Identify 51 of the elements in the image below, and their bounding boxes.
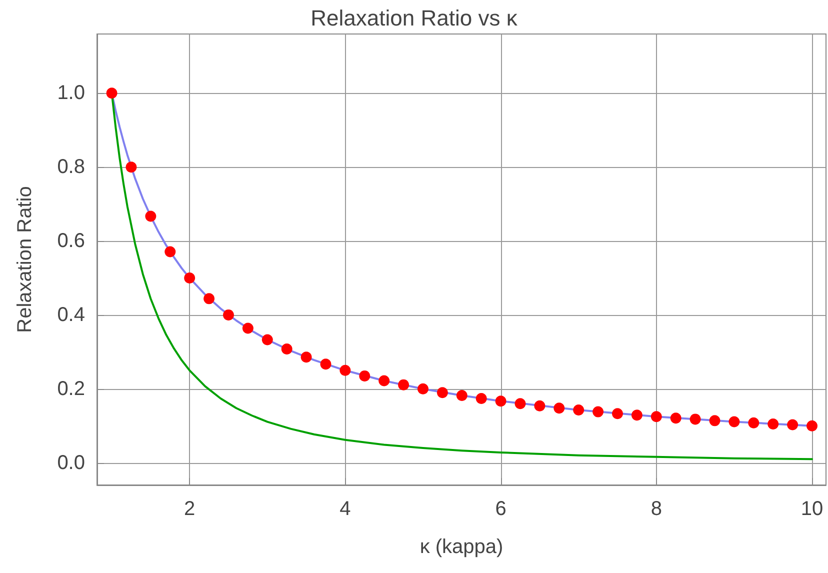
point (709, 415, 720, 426)
point (476, 393, 487, 404)
point (612, 408, 623, 420)
chart-title: Relaxation Ratio vs κ (310, 6, 518, 30)
point (436, 387, 448, 398)
point (204, 293, 215, 304)
point (456, 390, 468, 402)
x-tick-label: 6 (495, 498, 506, 520)
point (184, 272, 196, 284)
point (768, 418, 779, 430)
point (514, 398, 526, 410)
point (573, 404, 584, 416)
point (359, 370, 370, 382)
point (592, 406, 604, 418)
point (340, 364, 351, 376)
y-tick-label: 0.2 (57, 378, 85, 400)
y-tick-label: 0.6 (57, 230, 85, 252)
point (145, 210, 156, 222)
point (378, 375, 390, 386)
point (534, 400, 546, 412)
x-tick-label: 2 (184, 498, 196, 520)
x-tick-label: 8 (650, 498, 662, 520)
y-axis-title: Relaxation Ratio (14, 186, 36, 333)
point (728, 416, 740, 428)
x-axis-title: κ (kappa) (420, 536, 504, 558)
point (126, 162, 137, 173)
y-tick-label: 0.0 (57, 452, 85, 474)
point (418, 383, 428, 394)
x-tick-label: 10 (800, 498, 824, 520)
point (650, 411, 662, 422)
y-tick-label: 1.0 (57, 82, 85, 104)
point (281, 343, 292, 354)
point (106, 88, 118, 99)
point (262, 334, 273, 346)
point (242, 322, 254, 334)
point (398, 379, 410, 390)
point (495, 396, 506, 407)
point (631, 410, 642, 421)
point (164, 246, 176, 258)
point (690, 414, 701, 425)
point (806, 420, 818, 432)
point (554, 402, 565, 414)
x-tick-label: 4 (340, 498, 351, 520)
point (300, 352, 312, 363)
point (222, 309, 234, 320)
point (787, 419, 798, 430)
point (670, 412, 682, 424)
point (748, 417, 760, 428)
point (320, 358, 332, 370)
y-tick-label: 0.4 (57, 304, 85, 326)
y-tick-label: 0.8 (57, 156, 85, 178)
